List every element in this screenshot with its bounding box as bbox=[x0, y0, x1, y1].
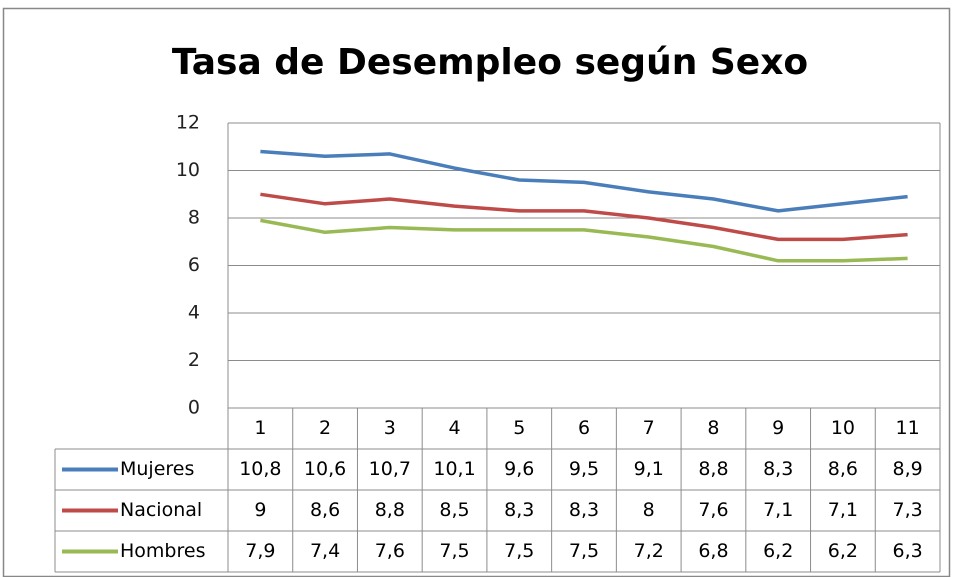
table-value: 10,7 bbox=[369, 458, 411, 480]
table-value: 9 bbox=[254, 499, 266, 521]
table-value: 10,1 bbox=[433, 458, 475, 480]
table-value: 8,9 bbox=[893, 458, 923, 480]
table-value: 7,4 bbox=[310, 540, 340, 562]
y-tick-label: 4 bbox=[188, 302, 200, 324]
table-value: 6,2 bbox=[828, 540, 858, 562]
y-tick-label: 10 bbox=[176, 159, 200, 181]
table-value: 7,1 bbox=[763, 499, 793, 521]
table-value: 8,3 bbox=[569, 499, 599, 521]
table-value: 8,5 bbox=[439, 499, 469, 521]
table-value: 8,6 bbox=[310, 499, 340, 521]
table-value: 7,1 bbox=[828, 499, 858, 521]
x-tick-label: 3 bbox=[384, 417, 396, 439]
y-tick-label: 2 bbox=[188, 349, 200, 371]
y-tick-label: 6 bbox=[188, 254, 200, 276]
table-value: 7,9 bbox=[245, 540, 275, 562]
table-value: 8 bbox=[643, 499, 655, 521]
x-tick-label: 2 bbox=[319, 417, 331, 439]
table-value: 7,5 bbox=[569, 540, 599, 562]
table-value: 6,3 bbox=[893, 540, 923, 562]
series-line bbox=[260, 192, 908, 242]
chart-title: Tasa de Desempleo según Sexo bbox=[172, 42, 808, 83]
x-tick-label: 9 bbox=[772, 417, 784, 439]
legend-label: Hombres bbox=[120, 540, 205, 562]
table-value: 8,8 bbox=[375, 499, 405, 521]
x-tick-label: 11 bbox=[896, 417, 920, 439]
y-tick-label: 0 bbox=[188, 397, 200, 419]
table-value: 7,5 bbox=[504, 540, 534, 562]
table-value: 10,6 bbox=[304, 458, 346, 480]
x-tick-label: 10 bbox=[831, 417, 855, 439]
table-value: 9,1 bbox=[634, 458, 664, 480]
table-value: 7,6 bbox=[698, 499, 728, 521]
x-tick-label: 1 bbox=[254, 417, 266, 439]
table-value: 7,5 bbox=[439, 540, 469, 562]
table-value: 6,2 bbox=[763, 540, 793, 562]
legend-label: Nacional bbox=[120, 499, 202, 521]
table-value: 6,8 bbox=[698, 540, 728, 562]
table-value: 7,3 bbox=[893, 499, 923, 521]
y-tick-label: 8 bbox=[188, 207, 200, 229]
table-value: 8,3 bbox=[763, 458, 793, 480]
table-value: 8,3 bbox=[504, 499, 534, 521]
table-value: 9,5 bbox=[569, 458, 599, 480]
x-tick-label: 5 bbox=[513, 417, 525, 439]
chart-frame bbox=[2, 7, 951, 577]
y-tick-label: 12 bbox=[176, 112, 200, 134]
table-value: 9,6 bbox=[504, 458, 534, 480]
table-value: 7,2 bbox=[634, 540, 664, 562]
series-line bbox=[260, 149, 908, 213]
table-value: 8,8 bbox=[698, 458, 728, 480]
table-value: 7,6 bbox=[375, 540, 405, 562]
x-tick-label: 4 bbox=[448, 417, 460, 439]
x-tick-label: 6 bbox=[578, 417, 590, 439]
legend-label: Mujeres bbox=[120, 458, 194, 480]
x-tick-label: 7 bbox=[643, 417, 655, 439]
x-tick-label: 8 bbox=[707, 417, 719, 439]
series-line bbox=[260, 218, 908, 263]
table-value: 8,6 bbox=[828, 458, 858, 480]
table-value: 10,8 bbox=[239, 458, 281, 480]
